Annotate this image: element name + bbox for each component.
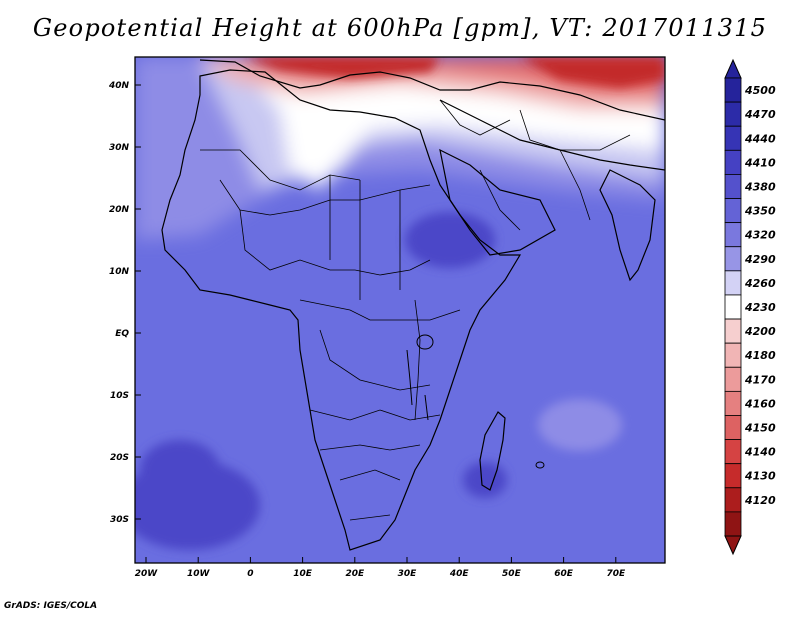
chart-title: Geopotential Height at 600hPa [gpm], VT:… — [32, 14, 768, 42]
lon-label: 10W — [187, 569, 211, 579]
lat-label: 30N — [109, 143, 130, 153]
colorbar-label: 4170 — [744, 373, 776, 386]
colorbar-label: 4320 — [744, 229, 776, 242]
lat-label: 40N — [108, 81, 130, 91]
colorbar-swatch — [724, 270, 742, 296]
colorbar-swatch — [724, 487, 742, 513]
colorbar-swatch — [724, 149, 742, 175]
lat-label: 10S — [110, 391, 129, 401]
colorbar-swatch — [724, 294, 742, 320]
colorbar-label: 4230 — [744, 301, 776, 314]
colorbar-label: 4350 — [744, 205, 776, 218]
colorbar-swatch — [724, 101, 742, 127]
colorbar-label: 4160 — [744, 397, 776, 410]
arabian-peninsula — [439, 148, 556, 256]
colorbar: 4500 4470 4440 4410 4380 4350 4320 4290 4260 4230… — [724, 58, 776, 556]
india-coastline — [599, 169, 656, 282]
lat-label: EQ — [115, 329, 129, 339]
europe-coastline — [199, 59, 665, 121]
map-frame — [134, 56, 666, 564]
colorbar-label: 4150 — [744, 422, 776, 435]
colorbar-swatch — [724, 318, 742, 344]
field-low-ethiopia — [405, 212, 495, 268]
latitude-axis: 40N 30N 20N 10N EQ 10S 20S 30S — [108, 81, 141, 525]
colorbar-label: 4140 — [744, 446, 776, 459]
colorbar-swatch — [724, 415, 742, 440]
lat-label: 20S — [110, 453, 129, 463]
colorbar-top-arrow — [724, 58, 742, 79]
grads-credit: GrADS: IGES/COLA — [4, 601, 98, 611]
colorbar-swatch — [724, 390, 742, 416]
colorbar-swatch — [724, 198, 742, 224]
country-borders — [200, 99, 631, 521]
colorbar-label: 4200 — [744, 325, 776, 338]
colorbar-swatch — [724, 174, 742, 199]
colorbar-swatch — [724, 366, 742, 392]
lon-label: 70E — [606, 569, 626, 579]
colorbar-label: 4260 — [744, 277, 776, 290]
lon-label: 20E — [345, 569, 365, 579]
longitude-axis: 20W 10W 0 10E 20E 30E 40E 50E 60E 70E — [135, 557, 626, 579]
colorbar-label: 4440 — [744, 132, 776, 145]
lat-label: 20N — [109, 205, 130, 215]
colorbar-swatch — [724, 463, 742, 489]
colorbar-swatch — [724, 439, 742, 465]
colorbar-label: 4130 — [744, 470, 776, 483]
lon-label: 60E — [554, 569, 574, 579]
colorbar-label: 4120 — [744, 494, 776, 507]
colorbar-label: 4410 — [744, 156, 776, 169]
colorbar-label: 4470 — [744, 108, 776, 121]
colorbar-label: 4500 — [744, 84, 776, 97]
colorbar-swatch — [724, 342, 742, 368]
colorbar-bottom-arrow — [724, 535, 742, 556]
field-hot-east — [520, 57, 665, 88]
colorbar-label: 4380 — [744, 180, 776, 193]
lat-label: 30S — [110, 515, 129, 525]
lon-label: 50E — [502, 569, 522, 579]
lakes — [406, 334, 545, 469]
colorbar-label: 4290 — [744, 253, 776, 266]
colorbar-swatch — [724, 125, 742, 151]
lon-label: 0 — [247, 569, 253, 579]
colorbar-swatch — [724, 246, 742, 272]
height-field — [135, 57, 665, 563]
lat-label: 10N — [109, 267, 130, 277]
colorbar-swatch — [724, 511, 742, 537]
colorbar-swatch — [724, 77, 742, 103]
field-high-indian-ocean — [538, 399, 622, 451]
field-low-madagascar — [463, 462, 507, 498]
lon-label: 10E — [293, 569, 313, 579]
field-low-southwest — [140, 440, 220, 500]
colorbar-swatch — [724, 222, 742, 248]
lon-label: 40E — [449, 569, 470, 579]
colorbar-label: 4180 — [744, 349, 776, 362]
field-hot-west — [245, 57, 440, 78]
africa-coastline — [161, 69, 522, 551]
madagascar-coastline — [479, 411, 506, 491]
lon-label: 30E — [398, 569, 418, 579]
lon-label: 20W — [135, 569, 159, 579]
